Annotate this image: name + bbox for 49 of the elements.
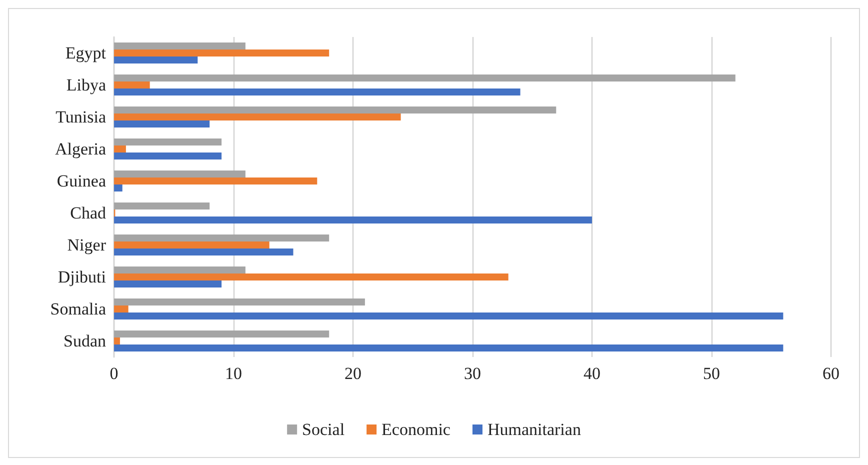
bar [114,152,222,160]
bar [114,234,330,242]
bar [114,42,246,50]
x-tick-label: 30 [464,364,481,383]
x-tick-label: 0 [110,364,118,383]
bar [114,266,246,274]
y-tick-label: Sudan [64,332,106,350]
bar [114,184,122,192]
x-tick-label: 20 [344,364,362,383]
bar [114,338,120,344]
bar [114,298,365,306]
bar [114,306,128,312]
x-tick-label: 50 [703,364,720,383]
bar [114,74,736,82]
bar [114,88,520,96]
bar [114,106,556,114]
y-tick-label: Chad [70,204,106,222]
y-tick-label: Algeria [55,140,106,158]
bar [114,146,126,152]
y-tick-label: Egypt [65,44,106,62]
y-tick-label: Guinea [56,172,106,190]
y-tick-label: Somalia [50,300,106,318]
y-tick-label: Libya [66,76,106,94]
bar [114,120,210,128]
x-tick-label: 10 [225,364,242,383]
legend-label: Social [302,420,345,439]
bar [114,114,401,120]
bar [114,330,330,338]
y-tick-label: Djibuti [58,268,106,286]
bar [114,280,222,288]
bar [114,50,330,56]
bar [114,216,592,224]
x-tick-label: 60 [822,364,840,383]
bar [114,56,198,64]
bar [114,274,508,280]
legend-label: Humanitarian [487,420,582,439]
y-tick-label: Niger [67,236,106,254]
y-tick-label: Tunisia [56,108,106,126]
bar [114,82,150,88]
bar [114,312,784,320]
x-tick-label: 40 [584,364,600,383]
bar [114,170,246,178]
bar [114,178,318,184]
bar [114,242,270,248]
bar [114,202,210,210]
bar [114,248,294,256]
bar [114,344,784,352]
legend-label: Economic [382,420,451,439]
bar [114,138,222,146]
